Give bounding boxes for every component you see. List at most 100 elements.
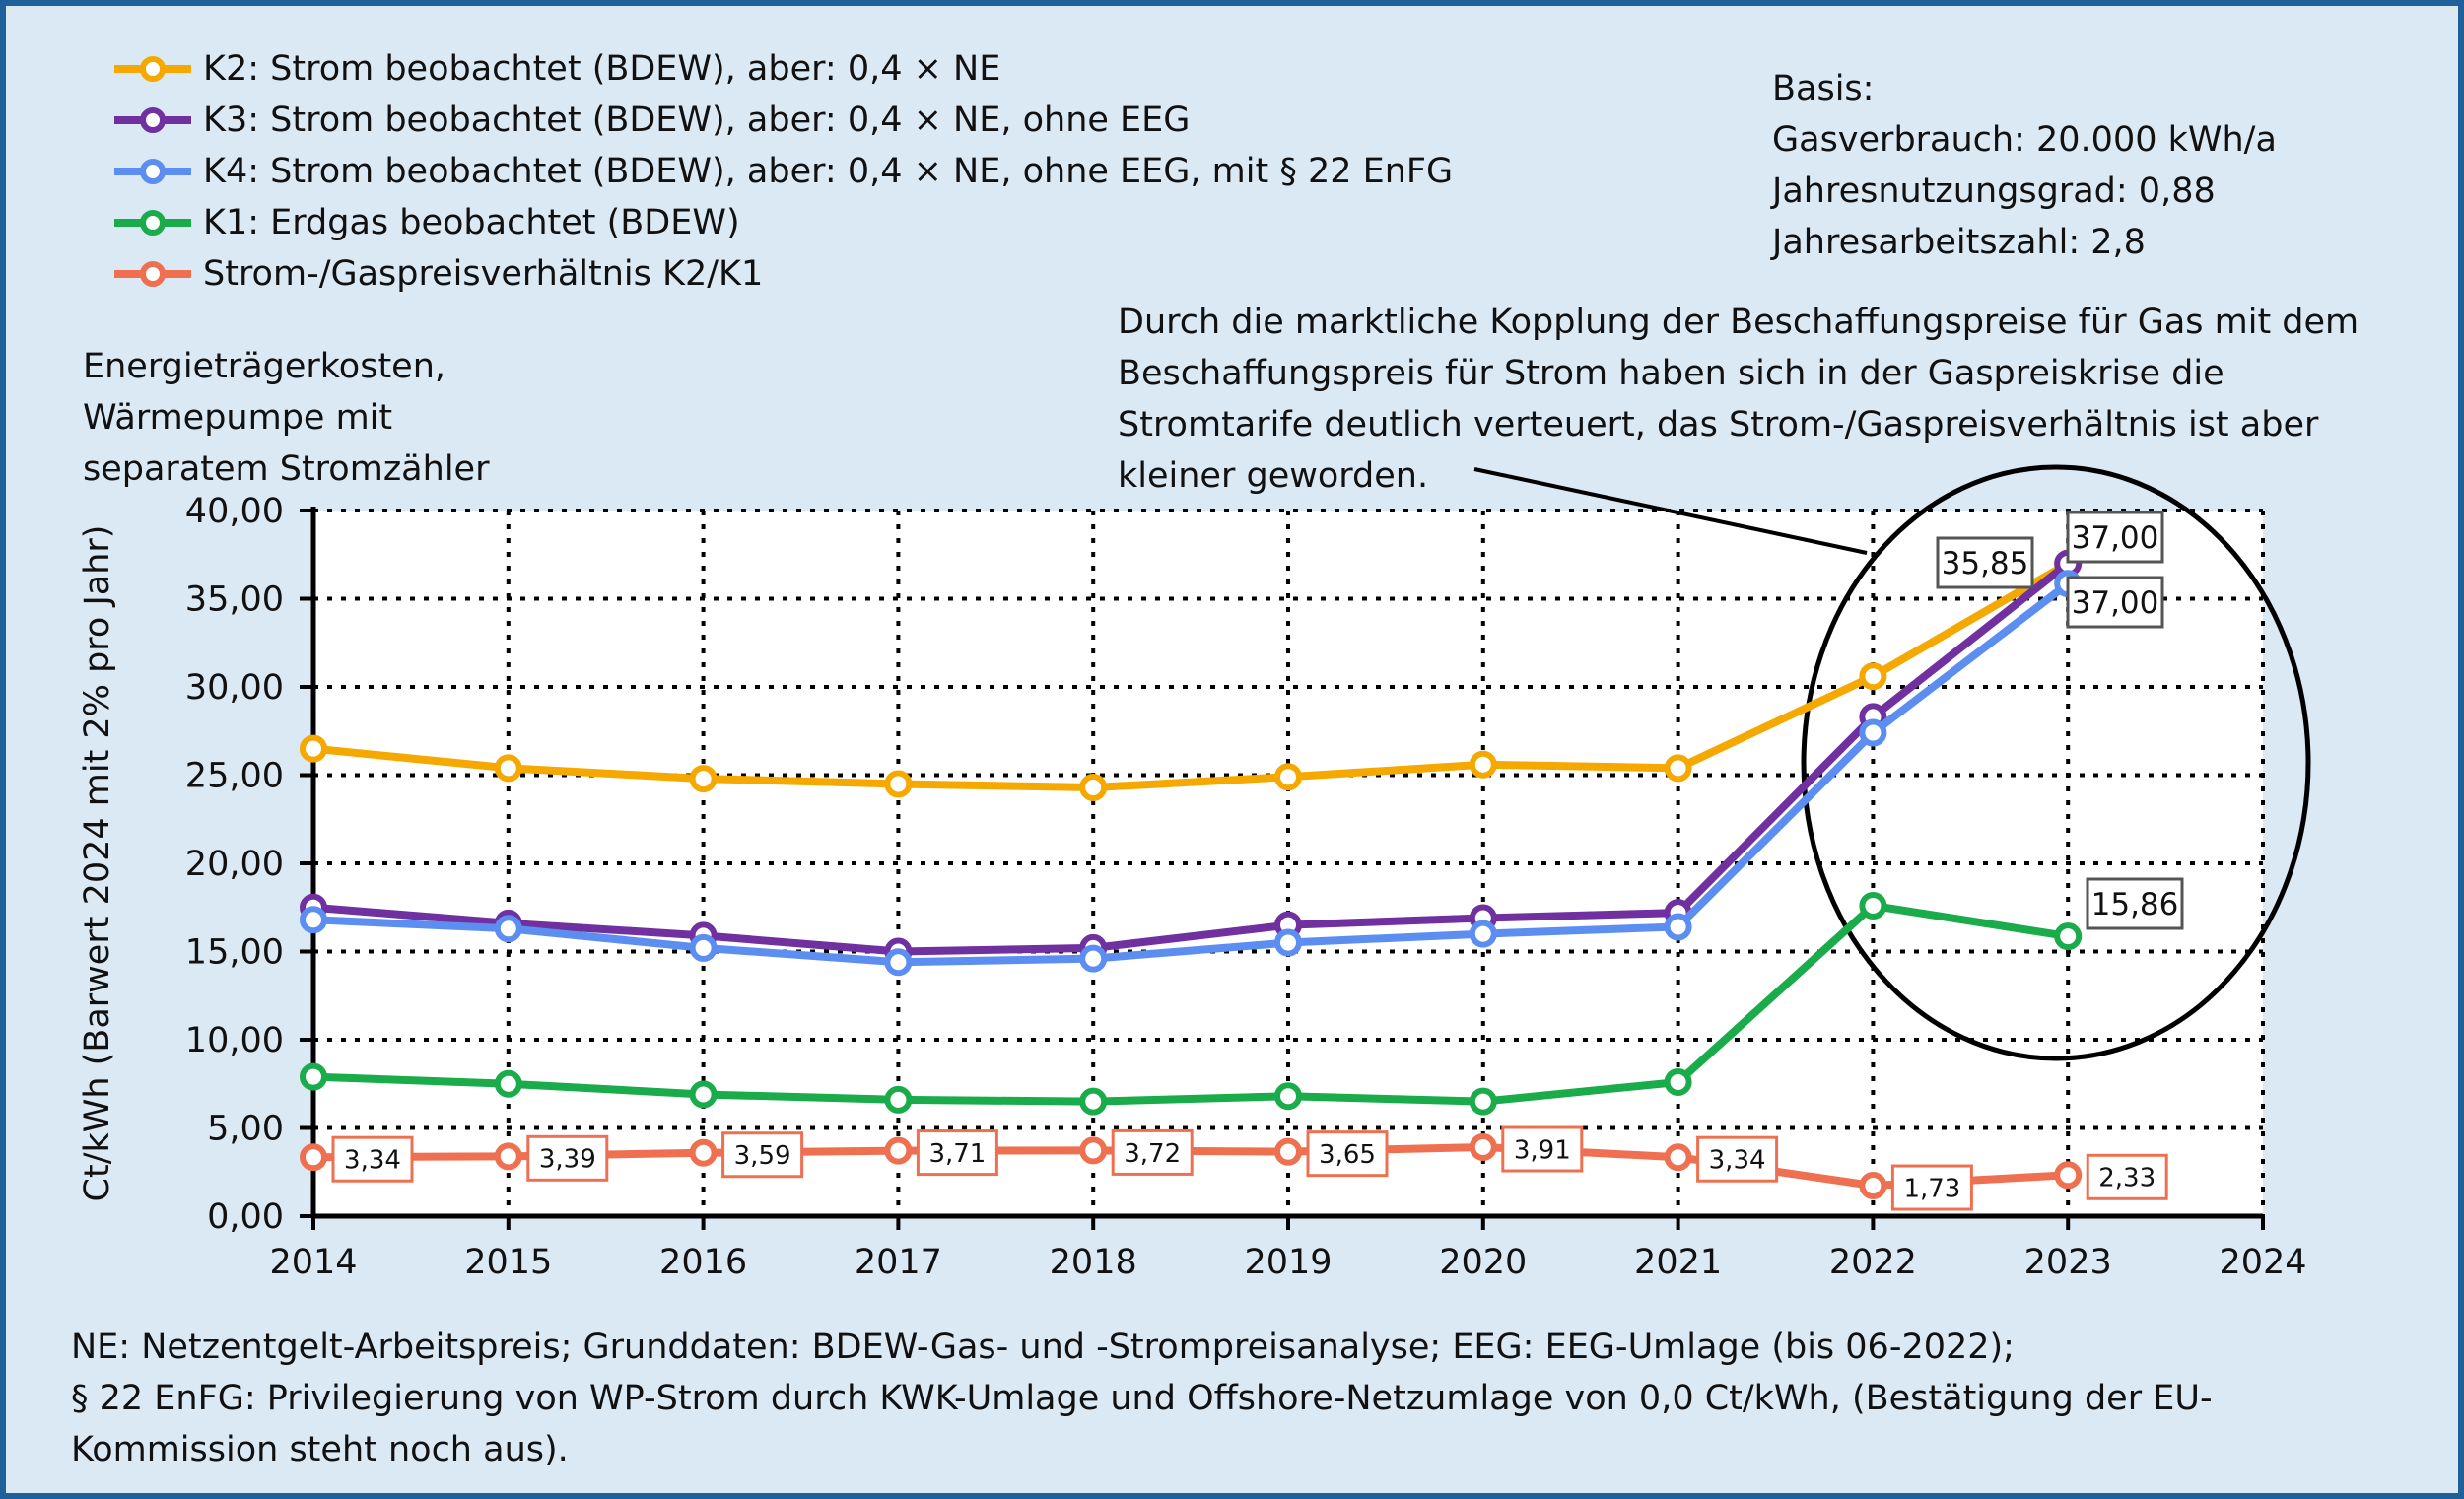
- ratio-data-label: 3,72: [1124, 1139, 1181, 1169]
- legend: K2: Strom beobachtet (BDEW), aber: 0,4 ×…: [112, 43, 1453, 300]
- data-point-k4: [1274, 928, 1302, 957]
- y-axis-title: Ct/kWh (Barwert 2024 mit 2% pro Jahr): [78, 525, 117, 1202]
- ratio-data-label-box: [721, 1131, 804, 1179]
- ratio-data-label-box: [1696, 1135, 1779, 1183]
- legend-swatch-k2: [114, 56, 191, 82]
- ratio-data-label-box: [526, 1134, 609, 1182]
- x-tick-label: 2022: [1829, 1243, 1917, 1282]
- k3-end-label: 37,00: [2072, 520, 2159, 556]
- data-point-k2: [1079, 774, 1108, 802]
- y-tick-label: 30,00: [185, 668, 284, 708]
- legend-swatch-k3: [114, 107, 191, 133]
- x-tick-label: 2021: [1634, 1243, 1722, 1282]
- data-point-k1: [494, 1069, 522, 1098]
- legend-swatch-marker: [140, 261, 166, 287]
- x-tick-label: 2024: [2219, 1243, 2306, 1282]
- data-point-k2: [1469, 750, 1497, 779]
- y-title-line-2: Wärmepumpe mit: [83, 398, 393, 438]
- ratio-data-label-box: [916, 1129, 998, 1177]
- x-tick-label: 2016: [659, 1243, 747, 1282]
- data-point-ratio: [1664, 1143, 1692, 1172]
- highlight-ellipse: [1801, 464, 2311, 1061]
- y-tick-label: 25,00: [185, 757, 284, 796]
- x-tick-label: 2015: [464, 1243, 552, 1282]
- k1-end-label: 15,86: [2091, 887, 2179, 922]
- y-title-line-3: separatem Stromzähler: [83, 449, 490, 489]
- data-point-k4: [300, 906, 327, 934]
- data-point-k2: [689, 765, 718, 793]
- k4-end-label: 35,85: [1942, 546, 2029, 581]
- data-point-ratio: [689, 1138, 718, 1167]
- y-tick-label: 40,00: [185, 492, 284, 531]
- x-tick-label: 2018: [1050, 1243, 1137, 1282]
- legend-swatch-ratio: [114, 261, 191, 287]
- footnotes: NE: Netzentgelt-Arbeitspreis; Grunddaten…: [71, 1322, 2436, 1475]
- ratio-data-label: 3,71: [928, 1139, 986, 1169]
- data-point-k4: [1079, 944, 1108, 973]
- legend-label-k1: K1: Erdgas beobachtet (BDEW): [203, 203, 740, 242]
- data-point-k2: [1859, 662, 1887, 691]
- legend-item-k3: K3: Strom beobachtet (BDEW), aber: 0,4 ×…: [112, 95, 1453, 146]
- ratio-data-label-box: [1306, 1130, 1389, 1178]
- data-point-k1: [1274, 1082, 1302, 1111]
- ratio-data-label: 1,73: [1903, 1174, 1960, 1203]
- x-tick-label: 2020: [1439, 1243, 1527, 1282]
- series-line-k4: [312, 580, 2071, 967]
- data-point-k4: [1664, 913, 1692, 941]
- data-point-k4: [494, 915, 522, 943]
- k1-end-label-box: [2086, 877, 2184, 930]
- ratio-data-label: 3,34: [1709, 1146, 1766, 1176]
- ratio-data-label: 3,65: [1319, 1140, 1376, 1170]
- figure-frame: 0,00 5,00 10,00 15,00 20,00 25,00 30,00 35,00 40…: [6, 6, 2458, 1493]
- ratio-data-label: 3,91: [1514, 1135, 1571, 1165]
- y-tick-label: 5,00: [207, 1110, 284, 1149]
- data-point-k2: [300, 734, 327, 763]
- legend-swatch-marker: [140, 107, 166, 133]
- y-tick-label: 0,00: [207, 1197, 284, 1237]
- ratio-data-label-box: [2086, 1153, 2168, 1200]
- series-line-k3: [312, 560, 2071, 956]
- ratio-data-label: 3,34: [344, 1146, 401, 1176]
- ratio-data-label-box: [1501, 1125, 1584, 1173]
- data-point-k1: [2054, 922, 2083, 951]
- data-point-ratio: [494, 1142, 522, 1171]
- footnote-line-1: NE: Netzentgelt-Arbeitspreis; Grunddaten…: [71, 1328, 2015, 1367]
- data-point-k2: [1664, 754, 1692, 783]
- data-point-ratio: [1079, 1136, 1108, 1165]
- legend-swatch-marker: [140, 56, 166, 82]
- basis-gas-consumption: Gasverbrauch: 20.000 kWh/a: [1772, 120, 2277, 160]
- ratio-data-label: 3,59: [734, 1141, 791, 1171]
- data-point-k1: [1469, 1087, 1497, 1116]
- series-line-k2: [312, 560, 2071, 792]
- data-point-ratio: [1469, 1133, 1497, 1162]
- legend-item-k1: K1: Erdgas beobachtet (BDEW): [112, 197, 1453, 248]
- legend-label-k3: K3: Strom beobachtet (BDEW), aber: 0,4 ×…: [203, 101, 1191, 140]
- data-point-k4: [1469, 920, 1497, 948]
- line-chart: 0,00 5,00 10,00 15,00 20,00 25,00 30,00 35,00 40…: [78, 464, 2311, 1282]
- data-point-k1: [689, 1080, 718, 1109]
- data-point-ratio: [1859, 1172, 1887, 1200]
- k3-end-label-box: [2066, 511, 2164, 564]
- data-point-k1: [300, 1062, 327, 1091]
- data-point-k2: [1274, 763, 1302, 791]
- legend-item-k2: K2: Strom beobachtet (BDEW), aber: 0,4 ×…: [112, 43, 1453, 95]
- data-point-ratio: [884, 1136, 913, 1165]
- data-point-k1: [1079, 1087, 1108, 1116]
- ratio-data-label-box: [331, 1135, 414, 1183]
- footnote-line-3: Kommission steht noch aus).: [71, 1430, 569, 1469]
- data-point-k1: [884, 1085, 913, 1114]
- callout-text: Durch die marktliche Kopplung der Bescha…: [1118, 303, 2360, 496]
- callout-leader-line: [1473, 467, 1868, 555]
- x-tick-label: 2017: [855, 1243, 942, 1282]
- legend-label-k2: K2: Strom beobachtet (BDEW), aber: 0,4 ×…: [203, 49, 1001, 89]
- k2-end-label: 37,00: [2072, 585, 2159, 621]
- basis-box: Basis: Gasverbrauch: 20.000 kWh/a Jahres…: [1772, 63, 2277, 268]
- basis-cop: Jahresarbeitszahl: 2,8: [1772, 223, 2146, 262]
- footnote-line-2: § 22 EnFG: Privilegierung von WP-Strom d…: [71, 1379, 2213, 1418]
- k4-end-label-box: [1936, 536, 2034, 589]
- basis-efficiency: Jahresnutzungsgrad: 0,88: [1772, 171, 2216, 211]
- data-point-ratio: [2054, 1161, 2083, 1190]
- legend-label-ratio: Strom-/Gaspreisverhältnis K2/K1: [203, 254, 764, 294]
- data-point-k1: [1859, 891, 1887, 920]
- data-point-k4: [689, 933, 718, 962]
